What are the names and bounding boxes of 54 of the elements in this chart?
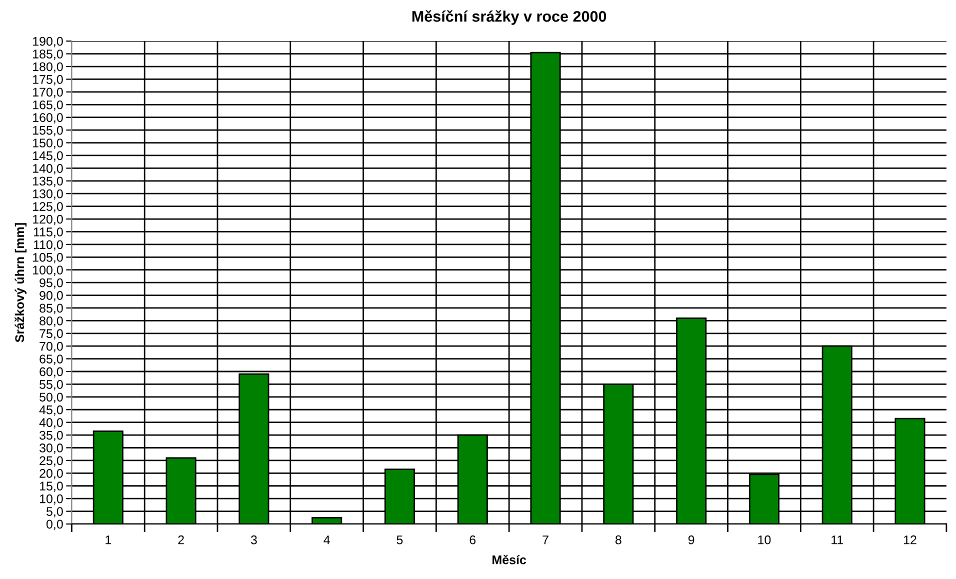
- y-tick-label: 85,0: [40, 304, 63, 314]
- x-tick-label: 12: [904, 535, 916, 544]
- x-tick-label: 5: [396, 536, 403, 544]
- y-tick-label: 50,0: [40, 392, 63, 404]
- x-tick-label: 10: [758, 535, 771, 544]
- y-tick-label: 35,0: [40, 430, 63, 442]
- y-tick-label: 150,0: [33, 138, 63, 149]
- y-tick-label: 5,0: [46, 507, 63, 518]
- y-tick-label: 115,0: [34, 228, 63, 238]
- x-tick-label: 4: [324, 536, 330, 544]
- y-tick-label: 140,0: [33, 164, 63, 174]
- y-tick-label: 40,0: [39, 418, 63, 428]
- y-tick-label: 190,0: [33, 36, 63, 48]
- y-tick-label: 155,0: [33, 126, 63, 136]
- y-tick-label: 30,0: [40, 444, 63, 454]
- y-tick-label: 130,0: [33, 189, 63, 200]
- y-tick-label: 55,0: [40, 380, 63, 390]
- y-tick-label: 25,0: [40, 456, 63, 467]
- y-tick-label: 105,0: [33, 252, 63, 264]
- y-tick-label: 180,0: [33, 62, 63, 73]
- x-tick-label: 9: [688, 535, 694, 544]
- y-tick-label: 90,0: [40, 291, 63, 302]
- x-tick-label: 3: [250, 535, 257, 544]
- y-tick-label: 60,0: [40, 367, 63, 378]
- x-tick-label: 6: [470, 535, 476, 544]
- y-tick-label: 135,0: [33, 176, 63, 188]
- y-tick-label: 145,0: [33, 151, 63, 162]
- y-tick-label: 110,0: [34, 240, 63, 251]
- x-axis-title: Měsíc: [492, 554, 526, 564]
- y-tick-label: 120,0: [33, 214, 63, 226]
- y-tick-label: 165,0: [33, 100, 63, 111]
- x-tick-label: 8: [615, 535, 622, 544]
- y-tick-label: 100,0: [33, 266, 63, 276]
- chart-title: Měsíční srážky v roce 2000: [412, 10, 606, 25]
- y-tick-label: 65,0: [40, 354, 63, 365]
- x-tick-label: 1: [106, 536, 112, 544]
- y-tick-label: 20,0: [40, 468, 63, 480]
- x-tick-label: 11: [832, 536, 843, 544]
- y-tick-label: 125,0: [33, 202, 63, 212]
- y-tick-label: 160,0: [33, 113, 63, 124]
- y-tick-label: 95,0: [40, 278, 63, 289]
- y-tick-label: 0,0: [46, 520, 63, 530]
- y-tick-label: 70,0: [40, 342, 63, 352]
- y-tick-label: 75,0: [40, 329, 63, 340]
- x-tick-label: 7: [542, 536, 548, 544]
- y-tick-label: 170,0: [33, 88, 63, 98]
- y-tick-label: 15,0: [40, 482, 63, 492]
- x-tick-label: 2: [178, 535, 184, 544]
- y-tick-label: 175,0: [33, 75, 63, 86]
- y-tick-label: 45,0: [39, 405, 63, 416]
- y-tick-label: 80,0: [40, 316, 63, 327]
- y-tick-label: 10,0: [40, 494, 63, 505]
- y-tick-label: 185,0: [33, 50, 63, 60]
- y-axis-title: Srážkový úhrn [mm]: [14, 223, 27, 342]
